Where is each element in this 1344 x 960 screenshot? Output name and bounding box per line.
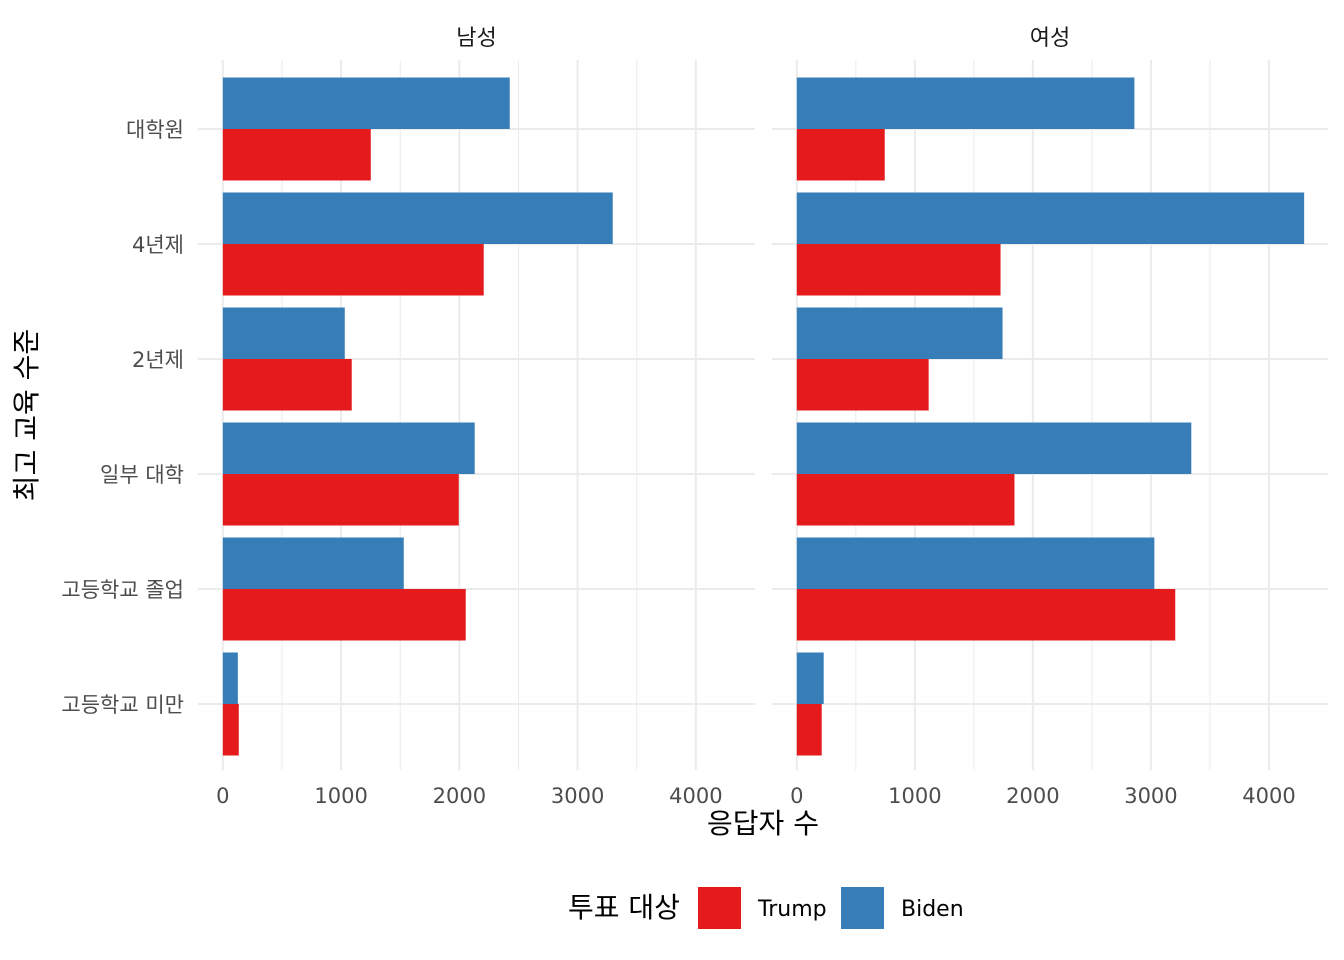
- bar-trump: [796, 589, 1176, 641]
- bar-biden: [796, 77, 1135, 129]
- bar-biden: [796, 192, 1305, 244]
- y-tick-label: 2년제: [132, 348, 184, 372]
- bar-trump: [222, 474, 459, 526]
- legend-key-trump: [698, 887, 741, 929]
- legend-title: 투표 대상: [568, 891, 680, 924]
- x-tick-label: 2000: [1006, 784, 1059, 808]
- y-tick-label: 고등학교 미만: [61, 693, 184, 717]
- facet-label: 여성: [1030, 26, 1070, 51]
- bar-trump: [222, 129, 371, 181]
- y-tick-label: 대학원: [126, 118, 184, 142]
- x-tick-label: 4000: [1242, 784, 1295, 808]
- bar-biden: [796, 307, 1003, 359]
- legend-label: Biden: [901, 897, 964, 922]
- bar-biden: [796, 422, 1192, 474]
- bar-trump: [796, 359, 929, 411]
- bar-biden: [222, 192, 613, 244]
- bar-biden: [222, 307, 345, 359]
- x-tick-label: 0: [216, 784, 229, 808]
- y-tick-label: 일부 대학: [100, 463, 184, 487]
- x-tick-label: 0: [790, 784, 803, 808]
- x-tick-label: 4000: [669, 784, 722, 808]
- y-tick-label: 4년제: [132, 233, 184, 257]
- legend-key-biden: [841, 887, 884, 929]
- bar-trump: [222, 704, 239, 756]
- x-tick-label: 1000: [314, 784, 367, 808]
- bar-trump: [222, 244, 484, 296]
- bar-biden: [222, 77, 510, 129]
- bar-trump: [796, 244, 1001, 296]
- bar-biden: [222, 422, 475, 474]
- facet-label: 남성: [456, 26, 496, 51]
- bar-trump: [222, 589, 466, 641]
- bar-biden: [796, 537, 1155, 589]
- x-tick-label: 3000: [551, 784, 604, 808]
- x-tick-label: 1000: [888, 784, 941, 808]
- x-tick-label: 2000: [433, 784, 486, 808]
- bar-biden: [222, 652, 238, 704]
- legend-label: Trump: [757, 897, 827, 922]
- bar-trump: [222, 359, 352, 411]
- y-axis-title: 최고 교육 수준: [10, 329, 43, 501]
- x-axis-title: 응답자 수: [707, 807, 819, 840]
- x-tick-label: 3000: [1124, 784, 1177, 808]
- bar-biden: [796, 652, 824, 704]
- bar-biden: [222, 537, 404, 589]
- bar-trump: [796, 704, 822, 756]
- bar-trump: [796, 474, 1015, 526]
- y-tick-label: 고등학교 졸업: [61, 578, 184, 602]
- bar-trump: [796, 129, 885, 181]
